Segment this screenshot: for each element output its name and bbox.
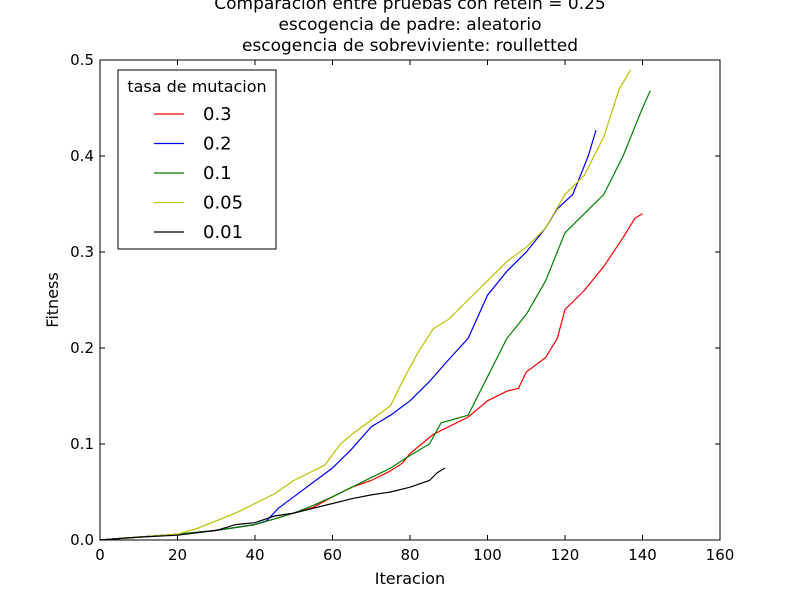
series-line-0.05 — [99, 69, 632, 541]
y-tick-label: 0.3 — [70, 243, 94, 261]
x-tick-label: 80 — [400, 546, 419, 564]
y-tick-label: 0.1 — [70, 435, 94, 453]
title-line-1: escogencia de padre: aleatorio — [278, 15, 541, 35]
x-tick-label: 120 — [551, 546, 580, 564]
legend-label: 0.05 — [203, 193, 243, 214]
title-line-2: escogencia de sobreviviente: roulletted — [242, 36, 578, 56]
legend-label: 0.2 — [203, 134, 232, 155]
x-tick-label: 160 — [706, 546, 735, 564]
x-tick-label: 40 — [245, 546, 264, 564]
legend-label: 0.3 — [203, 104, 232, 125]
y-tick-label: 0.5 — [70, 51, 94, 69]
axis-ticks — [99, 59, 721, 541]
y-tick-label: 0.4 — [70, 147, 94, 165]
legend-label: 0.1 — [203, 163, 232, 184]
title-line-0: Comparacion entre pruebas con retein = 0… — [214, 0, 605, 14]
x-tick-label: 20 — [168, 546, 187, 564]
x-tick-label: 0 — [95, 546, 105, 564]
x-tick-label: 140 — [628, 546, 657, 564]
series-line-0.01 — [99, 467, 446, 541]
legend-label: 0.01 — [203, 222, 243, 243]
y-tick-labels: 0.0 0.1 0.2 0.3 0.4 0.5 — [70, 51, 94, 549]
legend: tasa de mutacion 0.3 0.2 0.1 0.05 0.01 — [117, 69, 277, 250]
y-tick-label: 0.2 — [70, 339, 94, 357]
series-line-0.1 — [99, 90, 651, 541]
x-tick-label: 60 — [323, 546, 342, 564]
chart-title: Comparacion entre pruebas con retein = 0… — [214, 0, 605, 56]
y-axis-label: Fitness — [43, 272, 62, 327]
series-lines — [99, 69, 651, 541]
y-tick-label: 0.0 — [70, 531, 94, 549]
legend-box — [117, 69, 277, 250]
x-tick-label: 100 — [473, 546, 502, 564]
x-tick-labels: 0 20 40 60 80 100 120 140 160 — [95, 546, 734, 564]
series-line-0.3 — [99, 213, 643, 541]
legend-title: tasa de mutacion — [127, 77, 266, 96]
legend-entries: 0.3 0.2 0.1 0.05 0.01 — [154, 104, 243, 243]
x-axis-label: Iteracion — [375, 569, 445, 588]
